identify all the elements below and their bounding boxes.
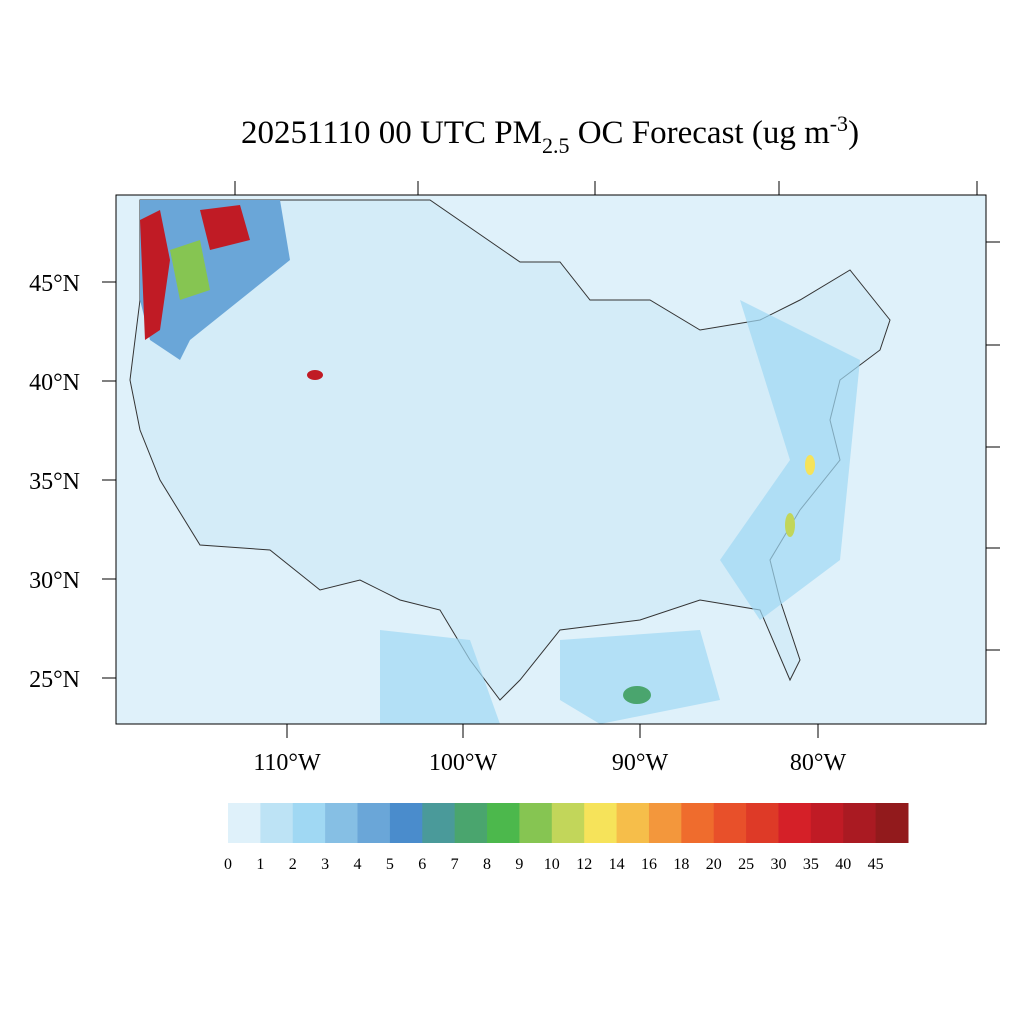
colorbar-label: 45 <box>868 856 884 873</box>
axis-labels: 45°N 40°N 35°N 30°N 25°N 110°W 100°W 90°W 80°W <box>29 271 846 776</box>
colorbar-swatch <box>325 803 359 843</box>
smoke-plume <box>805 455 815 475</box>
colorbar-swatch <box>260 803 294 843</box>
colorbar-swatch <box>551 803 585 843</box>
lat-label: 25°N <box>29 667 80 693</box>
colorbar-label: 8 <box>483 856 491 873</box>
colorbar-label: 14 <box>609 856 625 873</box>
colorbar-label: 25 <box>738 856 754 873</box>
title-text: OC Forecast (ug m <box>569 115 830 151</box>
colorbar-swatch <box>357 803 391 843</box>
colorbar-label: 18 <box>673 856 689 873</box>
colorbar-swatch <box>584 803 618 843</box>
colorbar-swatch <box>681 803 715 843</box>
lat-label: 45°N <box>29 271 80 297</box>
colorbar-label: 30 <box>770 856 786 873</box>
colorbar-swatch <box>810 803 844 843</box>
colorbar-label: 5 <box>386 856 394 873</box>
lat-label: 35°N <box>29 469 80 495</box>
tick-marks <box>102 181 1000 738</box>
colorbar-swatch <box>746 803 779 843</box>
colorbar-swatch <box>292 803 326 843</box>
colorbar-swatch <box>778 803 812 843</box>
colorbar-swatch <box>648 803 682 843</box>
colorbar-label: 16 <box>641 856 657 873</box>
colorbar-swatch <box>454 803 488 843</box>
us-outline <box>129 199 891 701</box>
lat-label: 30°N <box>29 568 80 594</box>
colorbar-swatch <box>875 803 909 843</box>
title-subscript: 2.5 <box>542 133 570 158</box>
smoke-plume <box>307 370 323 380</box>
colorbar-swatch <box>389 803 423 843</box>
smoke-plume <box>140 205 250 340</box>
title-text: 20251110 00 UTC PM <box>241 115 542 151</box>
lon-label: 110°W <box>253 750 321 776</box>
colorbar-swatch <box>228 803 261 843</box>
title: 20251110 00 UTC PM2.5 OC Forecast (ug m-… <box>241 111 859 158</box>
smoke-plume <box>140 200 290 360</box>
colorbar-label: 12 <box>576 856 592 873</box>
smoke-plume <box>623 686 651 704</box>
map <box>102 181 1000 738</box>
lon-label: 80°W <box>790 750 847 776</box>
title-superscript: -3 <box>830 111 848 136</box>
colorbar-label: 2 <box>289 856 297 873</box>
colorbar-swatch <box>487 803 520 843</box>
colorbar-label: 20 <box>706 856 722 873</box>
colorbar-label: 9 <box>515 856 523 873</box>
colorbar-swatch <box>616 803 650 843</box>
smoke-plume <box>785 513 795 537</box>
smoke-plume <box>170 240 210 300</box>
title-text: ) <box>848 115 859 151</box>
colorbar-label: 4 <box>354 856 362 873</box>
colorbar-label: 0 <box>224 856 232 873</box>
lat-label: 40°N <box>29 370 80 396</box>
colorbar-label: 1 <box>256 856 264 873</box>
colorbar: 0 1 2 3 4 5 6 7 8 9 10 12 14 16 18 20 25 30 35 40 45 <box>224 803 909 873</box>
colorbar-label: 6 <box>418 856 426 873</box>
colorbar-swatch <box>713 803 747 843</box>
colorbar-label: 7 <box>451 856 459 873</box>
colorbar-swatch <box>422 803 456 843</box>
colorbar-label: 40 <box>835 856 851 873</box>
colorbar-swatch <box>843 803 877 843</box>
lon-label: 90°W <box>612 750 669 776</box>
map-frame <box>115 194 987 725</box>
colorbar-label: 35 <box>803 856 819 873</box>
colorbar-swatch <box>519 803 553 843</box>
colorbar-label: 3 <box>321 856 329 873</box>
smoke-plume <box>380 300 860 724</box>
colorbar-label: 10 <box>544 856 560 873</box>
lon-label: 100°W <box>429 750 498 776</box>
